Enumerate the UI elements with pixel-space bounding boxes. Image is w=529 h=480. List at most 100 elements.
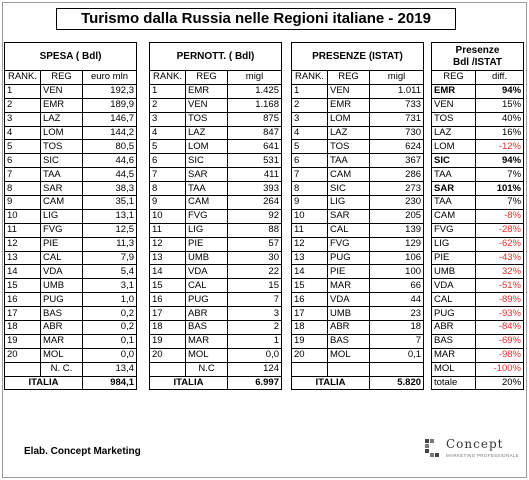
region-cell: SAR <box>185 167 228 183</box>
region-cell: TOS <box>185 111 228 127</box>
rank-cell: 7 <box>291 167 328 183</box>
region-cell: CAM <box>431 208 476 224</box>
table-row: 11 LIG 88 <box>149 222 282 238</box>
table-row: 16 PUG 7 <box>149 292 282 308</box>
total-label: ITALIA <box>4 375 83 391</box>
nc-value: 124 <box>227 361 282 377</box>
table-row: TOS 40% <box>431 111 525 127</box>
rank-cell: 5 <box>149 139 186 155</box>
rank-cell: 18 <box>149 320 186 335</box>
region-cell: PIE <box>185 236 228 252</box>
rank-cell: 15 <box>291 278 328 294</box>
nc-label: N.C <box>185 361 228 377</box>
diff-value-cell: 32% <box>474 264 525 280</box>
region-cell: LAZ <box>185 125 228 141</box>
region-cell: VDA <box>185 264 228 280</box>
value-cell: 66 <box>368 278 425 294</box>
region-cell: EMR <box>40 97 83 113</box>
region-cell: TAA <box>431 195 476 210</box>
table-row: 2 EMR 733 <box>291 97 425 113</box>
table-row: 13 UMB 30 <box>149 250 282 266</box>
concept-logo: Concept MARKETING PROFESSIONALE <box>424 436 519 462</box>
table-row: 11 CAL 139 <box>291 222 425 238</box>
value-cell: 144,2 <box>81 125 138 141</box>
rank-cell: 12 <box>149 236 186 252</box>
diff-value-cell: -43% <box>474 250 525 266</box>
table-row: 5 TOS 80,5 <box>4 139 138 155</box>
rank-cell: 8 <box>4 181 41 197</box>
value-cell: 1.011 <box>368 83 425 99</box>
table-row: 12 PIE 57 <box>149 236 282 252</box>
value-cell: 13,1 <box>81 208 138 224</box>
table-row: VEN 15% <box>431 97 525 113</box>
table-row: 11 FVG 12,5 <box>4 222 138 238</box>
region-cell: FVG <box>40 222 83 238</box>
table-row: ABR -84% <box>431 320 525 335</box>
value-cell: 0,1 <box>368 347 425 363</box>
region-cell: LIG <box>327 195 370 210</box>
table-row: 4 LOM 144,2 <box>4 125 138 141</box>
diff-value-cell: 16% <box>474 125 525 141</box>
value-cell: 1.425 <box>227 83 282 99</box>
region-cell: LAZ <box>40 111 83 127</box>
region-cell: MOL <box>40 347 83 363</box>
region-cell: MOL <box>185 347 228 363</box>
value-cell: 7,9 <box>81 250 138 266</box>
diff-header-line2: Bdl /ISTAT <box>452 56 503 68</box>
region-cell: LIG <box>40 208 83 224</box>
rank-cell: 18 <box>291 320 328 335</box>
region-cell: CAM <box>40 195 83 210</box>
diff-value-cell: -89% <box>474 292 525 308</box>
table-row: 10 FVG 92 <box>149 208 282 224</box>
table-row: MAR -98% <box>431 347 525 363</box>
region-cell: TAA <box>431 167 476 183</box>
table-row: 16 VDA 44 <box>291 292 425 308</box>
rank-cell: 14 <box>291 264 328 280</box>
table-row: 14 VDA 22 <box>149 264 282 280</box>
region-cell: LIG <box>431 236 476 252</box>
rank-cell: 20 <box>291 347 328 363</box>
table-row: 7 SAR 411 <box>149 167 282 183</box>
region-cell: CAM <box>327 167 370 183</box>
rank-cell: 13 <box>291 250 328 266</box>
table-row: 20 MOL 0,0 <box>4 347 138 363</box>
rank-cell: 11 <box>149 222 186 238</box>
table-row: 20 MOL 0,0 <box>149 347 282 363</box>
value-cell: 1 <box>227 333 282 349</box>
table-row: SAR 101% <box>431 181 525 197</box>
table-row: 8 SIC 273 <box>291 181 425 197</box>
table-row: CAL -89% <box>431 292 525 308</box>
diff-value-cell: -51% <box>474 278 525 294</box>
rank-cell: 2 <box>291 97 328 113</box>
table-row: 2 VEN 1.168 <box>149 97 282 113</box>
diff-value-cell: -93% <box>474 306 525 322</box>
rank-cell: 20 <box>149 347 186 363</box>
value-cell: 0,0 <box>227 347 282 363</box>
logo-word: Concept <box>446 437 504 451</box>
table-row: TAA 7% <box>431 167 525 183</box>
rank-cell: 16 <box>149 292 186 308</box>
spesa-col-val: euro mln <box>81 70 138 85</box>
diff-header-line1: Presenze <box>455 44 500 56</box>
table-row: 12 FVG 129 <box>291 236 425 252</box>
rank-cell: 16 <box>4 292 41 308</box>
rank-cell: 3 <box>149 111 186 127</box>
value-cell: 0,1 <box>81 333 138 349</box>
diff-value-cell: -84% <box>474 320 525 335</box>
region-cell: PUG <box>40 292 83 308</box>
table-row: 3 LAZ 146,7 <box>4 111 138 127</box>
region-cell: TAA <box>40 167 83 183</box>
region-cell: VDA <box>327 292 370 308</box>
rank-cell: 9 <box>291 195 328 210</box>
rank-cell: 9 <box>149 195 186 210</box>
region-cell: LOM <box>40 125 83 141</box>
region-cell: UMB <box>431 264 476 280</box>
table-row: 3 TOS 875 <box>149 111 282 127</box>
rank-cell: 10 <box>4 208 41 224</box>
value-cell: 0,2 <box>81 306 138 322</box>
region-cell: PUG <box>185 292 228 308</box>
table-row: 9 CAM 264 <box>149 195 282 210</box>
page-title: Turismo dalla Russia nelle Regioni itali… <box>56 8 456 30</box>
value-cell: 847 <box>227 125 282 141</box>
table-row: 17 UMB 23 <box>291 306 425 322</box>
